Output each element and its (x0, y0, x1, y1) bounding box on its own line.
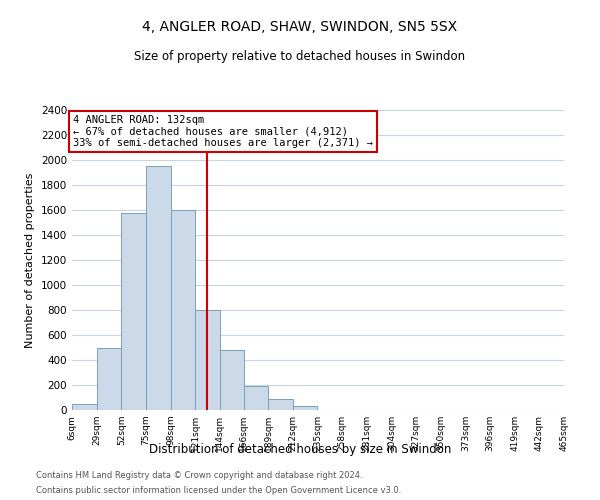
Text: Contains HM Land Registry data © Crown copyright and database right 2024.: Contains HM Land Registry data © Crown c… (36, 471, 362, 480)
Bar (121, 212, 146, 410)
Text: 4, ANGLER ROAD, SHAW, SWINDON, SN5 5SX: 4, ANGLER ROAD, SHAW, SWINDON, SN5 5SX (142, 20, 458, 34)
Bar (97, 348, 121, 410)
Bar (195, 310, 220, 410)
Bar (244, 386, 268, 410)
Bar (268, 399, 293, 410)
Y-axis label: Number of detached properties: Number of detached properties (25, 172, 35, 348)
Bar (72, 404, 97, 410)
Bar (293, 406, 317, 410)
Text: Size of property relative to detached houses in Swindon: Size of property relative to detached ho… (134, 50, 466, 63)
Text: Contains public sector information licensed under the Open Government Licence v3: Contains public sector information licen… (36, 486, 401, 495)
Bar (170, 210, 195, 410)
Text: Distribution of detached houses by size in Swindon: Distribution of detached houses by size … (149, 444, 451, 456)
Text: 4 ANGLER ROAD: 132sqm
← 67% of detached houses are smaller (4,912)
33% of semi-d: 4 ANGLER ROAD: 132sqm ← 67% of detached … (73, 115, 373, 148)
Bar (146, 166, 170, 410)
Bar (220, 350, 244, 410)
